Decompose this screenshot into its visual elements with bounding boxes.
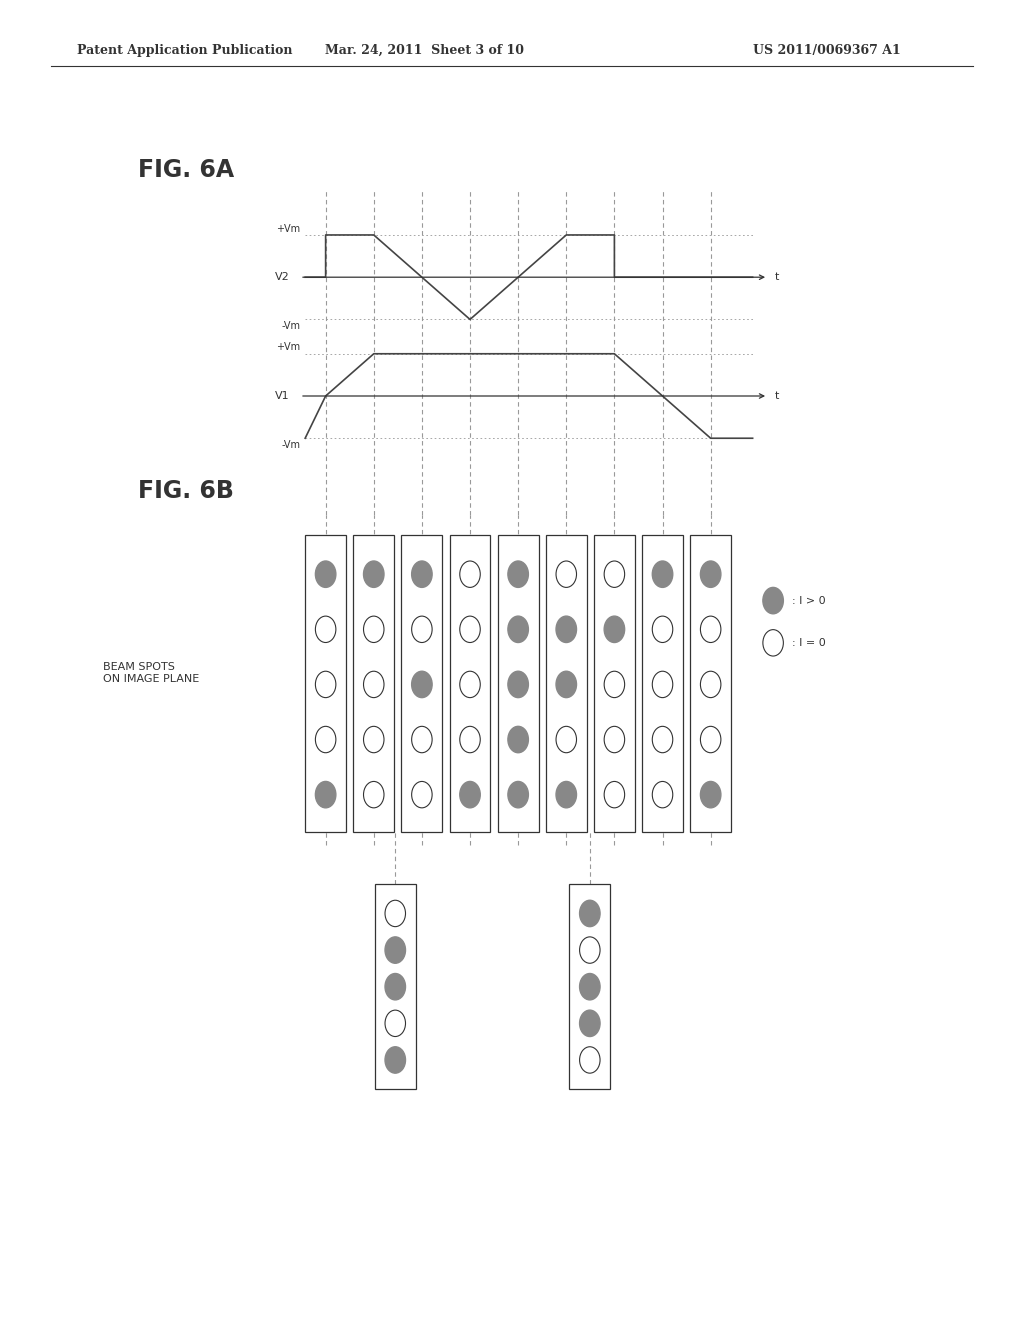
Text: V1: V1	[275, 391, 290, 401]
Bar	[642, 535, 683, 832]
Circle shape	[460, 616, 480, 643]
Bar	[450, 535, 490, 832]
Circle shape	[315, 726, 336, 752]
Text: +Vm: +Vm	[275, 223, 300, 234]
Circle shape	[700, 781, 721, 808]
Circle shape	[460, 671, 480, 698]
Circle shape	[508, 561, 528, 587]
Circle shape	[556, 671, 577, 698]
Text: BEAM SPOTS
ON IMAGE PLANE: BEAM SPOTS ON IMAGE PLANE	[103, 663, 200, 684]
Text: V2: V2	[275, 272, 290, 282]
Circle shape	[315, 671, 336, 698]
Circle shape	[508, 726, 528, 752]
Circle shape	[460, 561, 480, 587]
Circle shape	[412, 561, 432, 587]
Text: -Vm: -Vm	[281, 321, 300, 331]
Circle shape	[700, 726, 721, 752]
Bar	[353, 535, 394, 832]
Circle shape	[604, 561, 625, 587]
Bar	[375, 884, 416, 1089]
Text: : I = 0: : I = 0	[792, 638, 825, 648]
Circle shape	[556, 561, 577, 587]
Text: +Vm: +Vm	[275, 342, 300, 352]
Circle shape	[652, 726, 673, 752]
Bar	[594, 535, 635, 832]
Circle shape	[364, 671, 384, 698]
Circle shape	[763, 587, 783, 614]
Circle shape	[604, 781, 625, 808]
Circle shape	[580, 937, 600, 964]
Bar	[569, 884, 610, 1089]
Circle shape	[604, 671, 625, 698]
Circle shape	[700, 671, 721, 698]
Text: US 2011/0069367 A1: US 2011/0069367 A1	[753, 44, 900, 57]
Circle shape	[556, 616, 577, 643]
Circle shape	[460, 726, 480, 752]
Bar	[498, 535, 539, 832]
Circle shape	[700, 561, 721, 587]
Circle shape	[385, 974, 406, 1001]
Text: Patent Application Publication: Patent Application Publication	[77, 44, 292, 57]
Circle shape	[385, 1010, 406, 1036]
Circle shape	[412, 616, 432, 643]
Circle shape	[652, 561, 673, 587]
Circle shape	[412, 671, 432, 698]
Circle shape	[580, 974, 600, 1001]
Text: t: t	[775, 391, 779, 401]
Circle shape	[580, 1010, 600, 1036]
Text: -Vm: -Vm	[281, 440, 300, 450]
Bar	[690, 535, 731, 832]
Circle shape	[580, 1047, 600, 1073]
Circle shape	[556, 726, 577, 752]
Circle shape	[652, 671, 673, 698]
Bar	[546, 535, 587, 832]
Circle shape	[315, 561, 336, 587]
Text: FIG. 6B: FIG. 6B	[138, 479, 234, 503]
Circle shape	[652, 781, 673, 808]
Bar	[401, 535, 442, 832]
Circle shape	[385, 937, 406, 964]
Circle shape	[700, 616, 721, 643]
Text: Mar. 24, 2011  Sheet 3 of 10: Mar. 24, 2011 Sheet 3 of 10	[326, 44, 524, 57]
Circle shape	[412, 726, 432, 752]
Circle shape	[385, 1047, 406, 1073]
Circle shape	[763, 630, 783, 656]
Circle shape	[508, 616, 528, 643]
Circle shape	[385, 900, 406, 927]
Circle shape	[652, 616, 673, 643]
Circle shape	[364, 726, 384, 752]
Circle shape	[604, 616, 625, 643]
Circle shape	[364, 781, 384, 808]
Text: t: t	[775, 272, 779, 282]
Text: : I > 0: : I > 0	[792, 595, 825, 606]
Circle shape	[556, 781, 577, 808]
Circle shape	[604, 726, 625, 752]
Text: FIG. 6A: FIG. 6A	[138, 158, 234, 182]
Circle shape	[508, 671, 528, 698]
Circle shape	[315, 616, 336, 643]
Circle shape	[364, 616, 384, 643]
Circle shape	[460, 781, 480, 808]
Bar	[305, 535, 346, 832]
Circle shape	[364, 561, 384, 587]
Circle shape	[315, 781, 336, 808]
Circle shape	[508, 781, 528, 808]
Circle shape	[412, 781, 432, 808]
Circle shape	[580, 900, 600, 927]
